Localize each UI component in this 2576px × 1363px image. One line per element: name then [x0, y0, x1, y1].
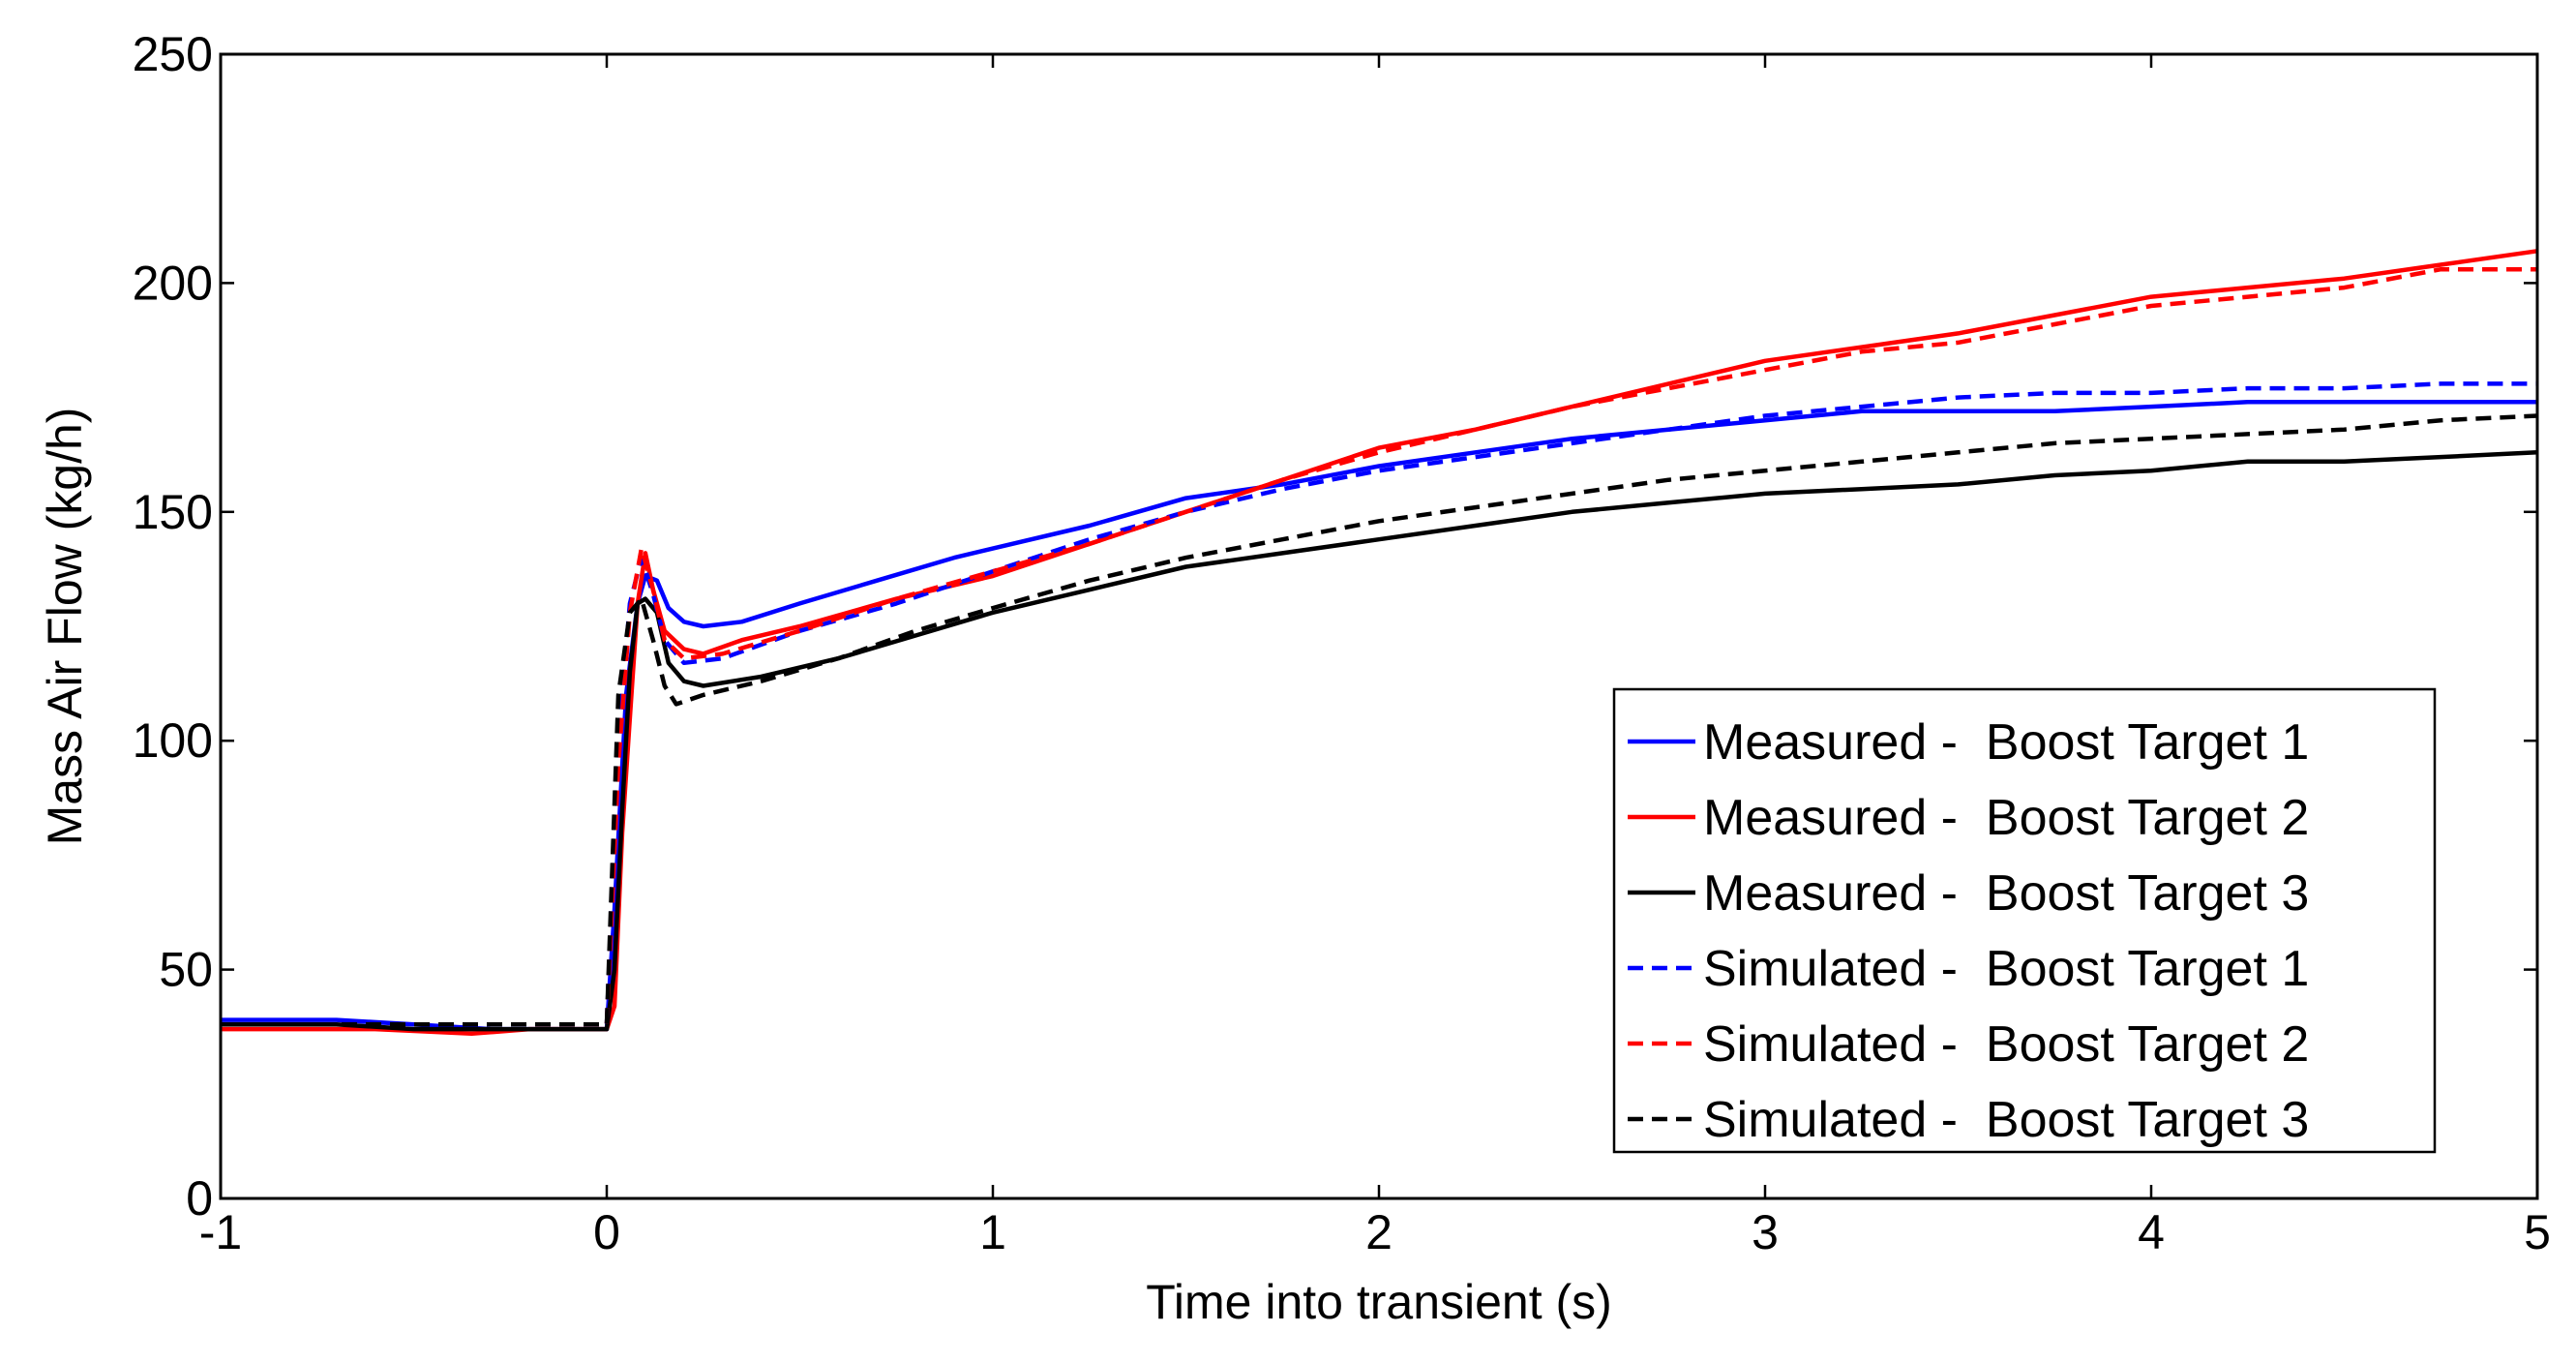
series-layer: [221, 249, 2538, 1037]
y-axis-label: Mass Air Flow (kg/h): [38, 408, 92, 846]
y-tick-label: 0: [186, 1171, 213, 1226]
series-line-3: [221, 450, 2538, 1032]
legend-label-1: Measured - Boost Target 1: [1703, 714, 2309, 771]
x-axis-label: Time into transient (s): [1146, 1275, 1612, 1329]
series-line-1: [221, 400, 2537, 1032]
series-line-4: [221, 381, 2537, 1027]
x-tick-label: 4: [2138, 1205, 2165, 1259]
x-tick-label: 2: [1365, 1205, 1393, 1259]
legend-label-2: Measured - Boost Target 2: [1703, 790, 2309, 846]
series-line-5: [221, 266, 2537, 1027]
legend-label-6: Simulated - Boost Target 3: [1703, 1092, 2309, 1148]
x-tick-label: 1: [979, 1205, 1006, 1259]
legend-label-5: Simulated - Boost Target 2: [1703, 1016, 2309, 1073]
legend-label-4: Simulated - Boost Target 1: [1703, 941, 2309, 997]
x-tick-label: 3: [1752, 1205, 1779, 1259]
y-tick-label: 150: [133, 485, 213, 539]
y-tick-label: 250: [133, 27, 213, 81]
x-tick-label: -1: [199, 1205, 242, 1259]
y-tick-label: 50: [159, 943, 213, 997]
legend-box: [1612, 687, 2437, 1154]
y-tick-label: 200: [133, 256, 213, 310]
x-tick-label: 0: [593, 1205, 620, 1259]
series-line-6: [221, 413, 2538, 1027]
legend: Measured - Boost Target 1 Measured - Boos…: [1612, 687, 2437, 1154]
legend-label-3: Measured - Boost Target 3: [1703, 865, 2309, 922]
x-tick-label: 5: [2524, 1205, 2551, 1259]
y-tick-label: 100: [133, 713, 213, 768]
